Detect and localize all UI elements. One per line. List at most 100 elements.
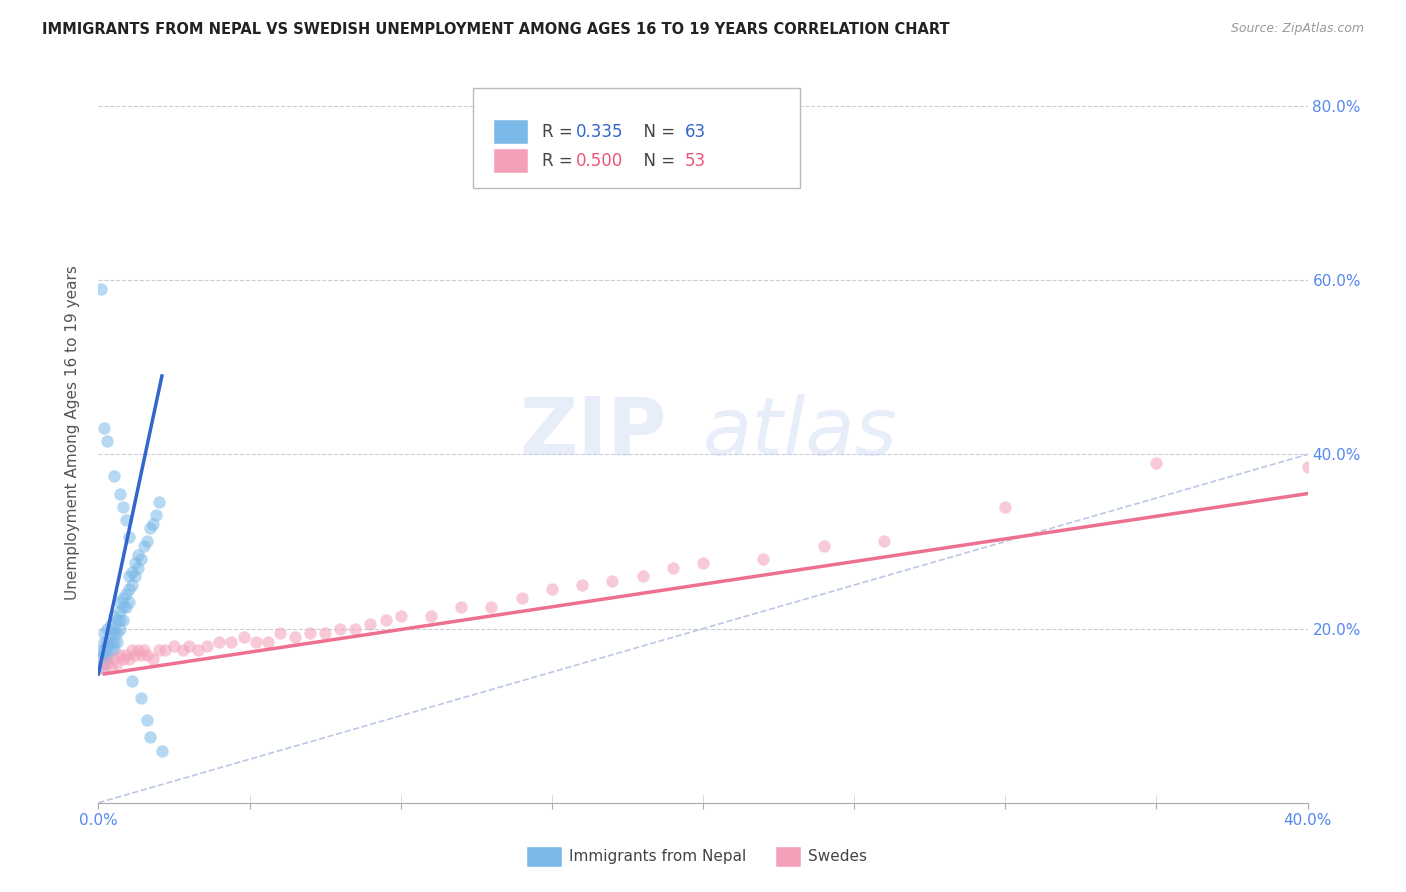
Point [100, 626, 122, 640]
Point [100, 661, 122, 675]
Point [90, 282, 112, 296]
Point [124, 648, 146, 662]
Point [111, 500, 134, 514]
Point [90, 652, 112, 666]
Point [172, 643, 194, 657]
Point [108, 604, 131, 618]
Point [150, 743, 173, 757]
Point [121, 643, 143, 657]
Point [111, 599, 134, 614]
Point [256, 634, 278, 648]
Point [813, 539, 835, 553]
Point [124, 556, 146, 570]
Point [232, 630, 254, 644]
Point [450, 599, 472, 614]
Point [540, 582, 562, 597]
Point [132, 643, 155, 657]
Point [93, 648, 115, 662]
Point [96, 634, 118, 648]
Point [100, 617, 122, 632]
Point [389, 608, 412, 623]
Point [96, 648, 118, 662]
Point [93, 657, 115, 671]
Point [163, 639, 186, 653]
Text: N =: N = [633, 123, 681, 141]
Point [105, 634, 128, 648]
Text: 53: 53 [685, 153, 706, 170]
Point [96, 639, 118, 653]
Point [103, 626, 125, 640]
Point [142, 517, 165, 532]
Point [100, 634, 122, 648]
Text: atlas: atlas [703, 393, 898, 472]
Text: R =: R = [543, 153, 578, 170]
Point [187, 643, 209, 657]
Point [360, 617, 382, 632]
Point [148, 643, 170, 657]
Point [124, 569, 146, 583]
Point [96, 622, 118, 636]
Point [93, 626, 115, 640]
Point [121, 565, 143, 579]
Point [118, 652, 141, 666]
Point [208, 634, 231, 648]
Point [510, 591, 533, 606]
Point [132, 539, 155, 553]
FancyBboxPatch shape [494, 120, 527, 144]
Point [127, 560, 149, 574]
Point [145, 508, 167, 523]
Point [1144, 456, 1167, 470]
Text: N =: N = [633, 153, 681, 170]
Point [631, 569, 654, 583]
Point [481, 599, 503, 614]
Point [103, 608, 125, 623]
Text: 0.500: 0.500 [576, 153, 623, 170]
Point [135, 648, 157, 662]
Point [108, 648, 131, 662]
Point [108, 595, 131, 609]
Point [571, 578, 593, 592]
Point [105, 657, 128, 671]
Point [314, 626, 336, 640]
Point [90, 643, 112, 657]
Point [127, 548, 149, 562]
Point [148, 495, 170, 509]
FancyBboxPatch shape [474, 88, 800, 188]
Point [108, 622, 131, 636]
Text: Swedes: Swedes [808, 849, 868, 863]
Point [111, 613, 134, 627]
Point [108, 613, 131, 627]
Point [127, 643, 149, 657]
Point [114, 587, 136, 601]
Point [299, 626, 322, 640]
Point [344, 622, 367, 636]
Point [118, 530, 141, 544]
Text: 63: 63 [685, 123, 706, 141]
Point [93, 421, 115, 435]
Point [105, 626, 128, 640]
Point [329, 622, 352, 636]
Point [111, 652, 134, 666]
Point [103, 469, 125, 483]
Point [994, 500, 1017, 514]
FancyBboxPatch shape [494, 150, 527, 173]
Point [103, 634, 125, 648]
Point [135, 713, 157, 727]
Point [114, 599, 136, 614]
Text: 0.335: 0.335 [576, 123, 623, 141]
Point [221, 634, 243, 648]
Text: IMMIGRANTS FROM NEPAL VS SWEDISH UNEMPLOYMENT AMONG AGES 16 TO 19 YEARS CORRELAT: IMMIGRANTS FROM NEPAL VS SWEDISH UNEMPLO… [42, 22, 950, 37]
Point [153, 643, 176, 657]
Point [129, 552, 152, 566]
Point [93, 661, 115, 675]
Point [752, 552, 775, 566]
Text: ZIP: ZIP [519, 393, 666, 472]
Point [269, 626, 291, 640]
Point [96, 652, 118, 666]
Point [111, 591, 134, 606]
Point [374, 613, 396, 627]
Point [692, 556, 714, 570]
Point [114, 648, 136, 662]
Point [105, 613, 128, 627]
Point [118, 569, 141, 583]
